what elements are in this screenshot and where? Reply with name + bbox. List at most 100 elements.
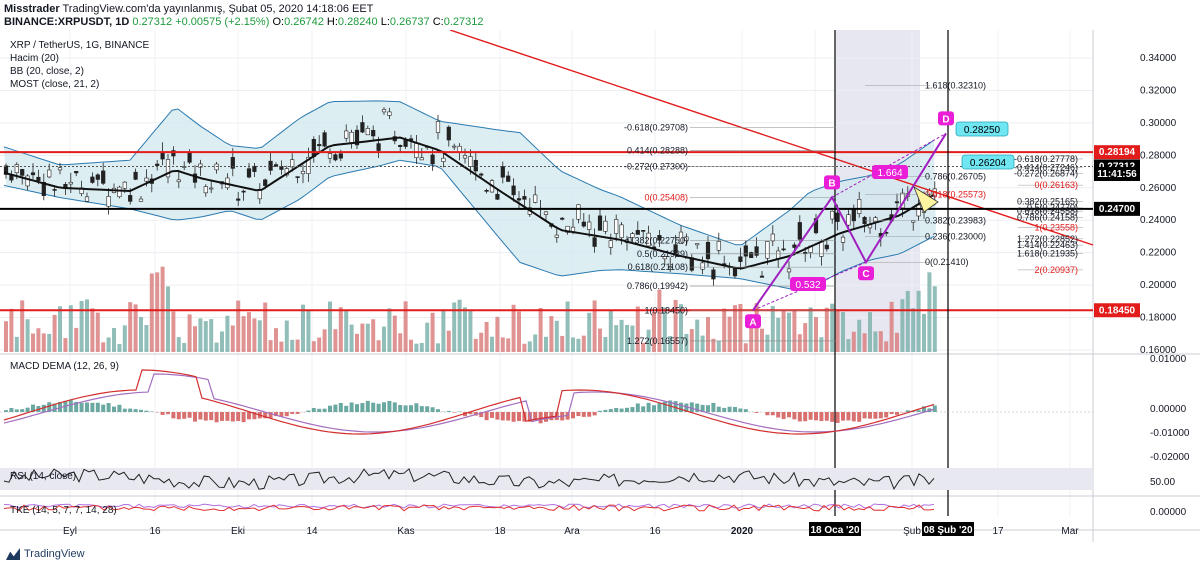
volume-bar <box>128 302 133 352</box>
volume-bar <box>263 302 268 352</box>
volume-bar <box>47 333 52 352</box>
macd-bar <box>787 412 791 418</box>
volume-bar <box>306 310 311 352</box>
macd-bar <box>344 405 349 412</box>
candle-body <box>851 208 856 222</box>
volume-bar <box>457 299 462 352</box>
candle-body <box>657 235 662 241</box>
candle-body <box>516 198 522 201</box>
macd-bar <box>403 405 408 412</box>
bollinger-upper <box>3 100 935 246</box>
tradingview-logo[interactable]: TradingView <box>6 548 85 560</box>
volume-bar <box>733 305 737 352</box>
symbol-label[interactable]: BINANCE:XRPUSDT, 1D <box>4 16 130 28</box>
macd-bar <box>905 410 910 412</box>
macd-bar <box>387 400 392 412</box>
macd-bar <box>679 402 683 412</box>
candle-body <box>74 170 79 174</box>
volume-bar <box>722 308 727 352</box>
volume-bar <box>727 316 732 352</box>
volume-bar <box>792 310 797 352</box>
volume-bar <box>695 319 700 352</box>
candle-body <box>95 174 100 180</box>
macd-bar <box>25 407 30 412</box>
candle-body <box>576 204 581 220</box>
volume-bar <box>193 326 197 352</box>
price-chart[interactable]: -0.618(0.29708) 0.414(0.28288) -0.272(0.27… <box>0 30 1200 542</box>
volume-bar <box>20 300 25 352</box>
volume-bar <box>706 316 710 352</box>
volume-bar <box>14 336 19 352</box>
volume-bar <box>344 310 349 352</box>
macd-bar <box>473 412 478 416</box>
macd-bar <box>452 412 457 413</box>
macd-bar <box>495 412 500 420</box>
volume-bar <box>517 311 521 352</box>
macd-bar <box>333 404 338 412</box>
pattern-point-box <box>824 175 840 190</box>
macd-bar <box>754 412 759 413</box>
macd-bar <box>41 404 46 412</box>
candle-body <box>668 266 673 269</box>
candle-body <box>495 193 500 200</box>
volume-bar <box>479 332 484 352</box>
candle-body <box>635 230 640 235</box>
macd-bar <box>4 410 8 412</box>
volume-bar <box>360 323 365 352</box>
candle-body <box>57 167 63 171</box>
volume-bar <box>187 314 192 352</box>
macd-bar <box>868 412 872 419</box>
macd-bar <box>430 407 435 412</box>
price-axis: 0.34000 0.32000 0.30000 0.28000 0.26000 0.240… <box>1094 53 1177 356</box>
candle-body <box>765 241 770 259</box>
candle-body <box>603 220 608 232</box>
candle-body <box>101 170 106 184</box>
candle-body <box>246 168 252 178</box>
candle-body <box>236 198 241 201</box>
price-tick: 0.34000 <box>1140 53 1177 64</box>
macd-bar <box>9 408 14 412</box>
fib-label: -0.272(0.27300) <box>624 162 688 172</box>
candle-body <box>257 190 262 200</box>
macd-bar <box>484 412 489 421</box>
candle-body <box>830 210 835 220</box>
volume-bar <box>392 315 397 352</box>
macd-bar <box>571 412 575 419</box>
candle-body <box>176 179 181 183</box>
time-tick: Mar <box>1061 526 1079 537</box>
candle-body <box>473 159 478 172</box>
macd-bar <box>835 412 840 423</box>
macd-bar <box>241 412 246 423</box>
volume-bar <box>322 329 327 352</box>
volume-bar <box>463 307 467 352</box>
candle-body <box>387 111 392 116</box>
macd-bar <box>176 412 181 420</box>
volume-bar <box>355 333 359 352</box>
macd-bar <box>268 412 273 419</box>
candle-body <box>554 234 559 238</box>
date-tag-bg <box>809 522 861 536</box>
pattern-point-label: C <box>862 269 869 280</box>
macd-bar <box>846 412 851 421</box>
price-change: +0.00575 (+2.15%) <box>175 16 270 28</box>
macd-bar <box>932 405 937 412</box>
macd-bar <box>895 412 899 415</box>
macd-bar <box>619 408 624 412</box>
volume-bar <box>770 306 775 352</box>
volume-bar <box>257 320 262 352</box>
candle-body <box>511 185 516 196</box>
publisher-name[interactable]: Misstrader <box>4 3 60 15</box>
low-label: L: <box>380 16 390 28</box>
pattern-point-box <box>858 266 874 281</box>
volume-bar <box>338 307 343 352</box>
legend-tke: TKE (14, 5, 7, 7, 14, 28) <box>10 505 117 516</box>
candle-body <box>117 186 122 198</box>
candle-body <box>252 165 257 172</box>
target-box <box>955 121 1009 137</box>
volume-bar <box>112 327 116 352</box>
fib-label: -0.272(0.26874) <box>1014 169 1078 179</box>
ratio-label: 0.532 <box>795 280 820 291</box>
volume-bar <box>473 338 478 352</box>
macd-bar <box>797 412 802 422</box>
candle-body <box>138 198 144 202</box>
